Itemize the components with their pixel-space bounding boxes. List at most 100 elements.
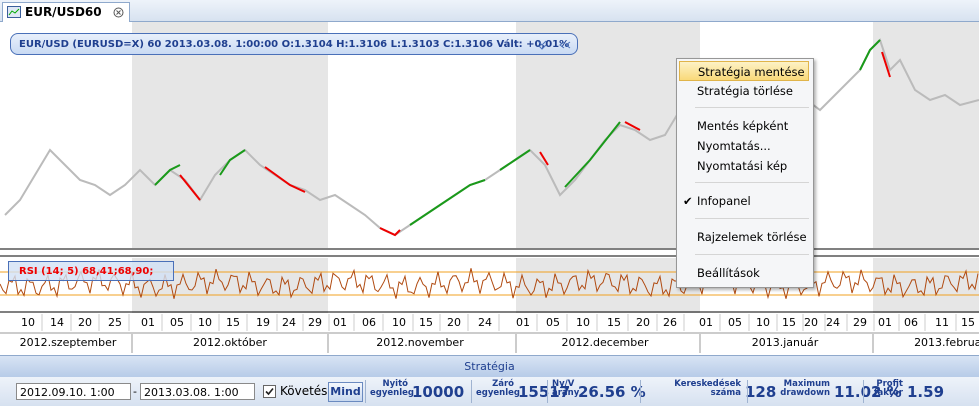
day-label: 29 (853, 316, 867, 329)
stat-divider (640, 380, 641, 403)
rsi-line (0, 268, 979, 300)
menu-item[interactable]: Nyomtatás... (679, 136, 809, 156)
day-label: 06 (904, 316, 918, 329)
day-label: 20 (78, 316, 92, 329)
all-button[interactable]: Mind (328, 382, 363, 402)
rsi-label[interactable]: RSI (14; 5) 68,41;68,90; (8, 261, 174, 281)
range-dash: - (133, 385, 137, 398)
stat-label-line: drawdown (780, 388, 830, 398)
context-menu: Stratégia mentése Stratégia törlése Mentés… (676, 58, 814, 288)
day-label: 19 (256, 316, 270, 329)
trade-segments (154, 39, 891, 237)
menu-separator (695, 107, 809, 108)
day-label: 10 (21, 316, 35, 329)
stat-label-line: Nyitó (382, 379, 408, 389)
stat-label-line: Ny/V (552, 379, 575, 389)
from-date-text: 2012.09.10. 1:00 (20, 386, 115, 399)
stat-label-line: egyenleg (476, 388, 520, 398)
stat-label: Profit faktor (868, 380, 903, 398)
month-label: 2012.október (193, 336, 267, 349)
menu-item[interactable]: Stratégia mentése (679, 61, 809, 81)
menu-separator (695, 254, 809, 255)
menu-item-label: Stratégia törlése (697, 84, 793, 98)
day-label: 11 (935, 316, 949, 329)
check-mark: ✔ (683, 194, 693, 208)
follow-checkbox[interactable] (263, 385, 276, 398)
from-date[interactable]: 2012.09.10. 1:00 (16, 383, 131, 400)
day-label: 29 (308, 316, 322, 329)
day-label: 10 (576, 316, 590, 329)
stat-divider (471, 380, 472, 403)
stat-divider (547, 380, 548, 403)
day-label: 05 (546, 316, 560, 329)
day-label: 24 (478, 316, 492, 329)
month-label: 2012.november (376, 336, 464, 349)
menu-separator (695, 182, 809, 183)
menu-item-label: Beállítások (697, 266, 760, 280)
day-label: 01 (333, 316, 347, 329)
day-label: 20 (447, 316, 461, 329)
info-panel[interactable]: EUR/USD (EURUSD=X) 60 2013.03.08. 1:00:0… (10, 33, 578, 55)
info-panel-buttons[interactable] (536, 39, 576, 51)
stat-label-line: arány (552, 388, 580, 398)
follow-label: Követés (280, 384, 328, 398)
day-label: 05 (728, 316, 742, 329)
day-label: 24 (282, 316, 296, 329)
stat-divider (365, 380, 366, 403)
to-date[interactable]: 2013.03.08. 1:00 (140, 383, 255, 400)
menu-item[interactable]: Nyomtatási kép (679, 156, 809, 176)
strategy-header: Stratégia (0, 355, 979, 377)
stat-divider (747, 380, 748, 403)
day-label: 15 (607, 316, 621, 329)
stat-label: Kereskedések száma (645, 380, 741, 398)
day-label: 05 (170, 316, 184, 329)
day-label: 15 (782, 316, 796, 329)
day-label: 24 (826, 316, 840, 329)
day-label: 10 (198, 316, 212, 329)
tab-title: EUR/USD60 (25, 5, 102, 19)
date-axis: 10 14 20 25 01 05 10 15 19 24 29 01 06 10 15 20 24 01 05 10… (20, 314, 979, 353)
menu-item-label: Stratégia mentése (698, 65, 805, 79)
month-label: 2012.szeptember (20, 336, 117, 349)
stat-label-line: Maximum (783, 379, 830, 389)
stat-value: 15517 (518, 383, 571, 401)
menu-item[interactable]: Rajzelemek törlése (679, 227, 809, 247)
menu-item[interactable]: Mentés képként (679, 116, 809, 136)
tab[interactable]: EUR/USD60 (2, 2, 130, 22)
month-label: 2013.január (752, 336, 819, 349)
stat-value: 26.56 % (578, 383, 646, 401)
menu-item[interactable]: ✔ Infopanel (679, 191, 809, 211)
menu-item[interactable]: Stratégia törlése (679, 81, 809, 101)
menu-item-label: Rajzelemek törlése (697, 230, 807, 244)
day-label: 01 (141, 316, 155, 329)
stat-label-line: egyenleg (370, 388, 414, 398)
day-label: 06 (362, 316, 376, 329)
day-label: 15 (226, 316, 240, 329)
day-label: 01 (516, 316, 530, 329)
stat-value: 10000 (412, 383, 465, 401)
menu-item[interactable]: Beállítások (679, 263, 809, 283)
stat-value: 128 (745, 383, 777, 401)
to-date-text: 2013.03.08. 1:00 (144, 386, 239, 399)
day-label: 10 (756, 316, 770, 329)
stat-value: 1.59 (907, 383, 945, 401)
stat-label: Ny/V arány (552, 379, 580, 398)
day-label: 01 (699, 316, 713, 329)
day-label: 10 (392, 316, 406, 329)
menu-item-label: Nyomtatási kép (697, 159, 788, 173)
month-label: 2013.februar (914, 336, 979, 349)
day-label: 26 (663, 316, 677, 329)
stat-label: Nyitó egyenleg (370, 379, 414, 398)
day-label: 14 (50, 316, 64, 329)
day-label: 15 (961, 316, 975, 329)
tab-bar: EUR/USD60 (0, 0, 979, 22)
day-label: 25 (108, 316, 122, 329)
tab-icon (7, 6, 21, 18)
stat-label-line: faktor (873, 388, 903, 398)
tab-close[interactable] (113, 7, 124, 18)
month-label: 2012.december (561, 336, 649, 349)
menu-separator (695, 218, 809, 219)
stat-label: Maximum drawdown (752, 380, 830, 398)
day-label: 20 (804, 316, 818, 329)
menu-item-label: Mentés képként (697, 119, 789, 133)
